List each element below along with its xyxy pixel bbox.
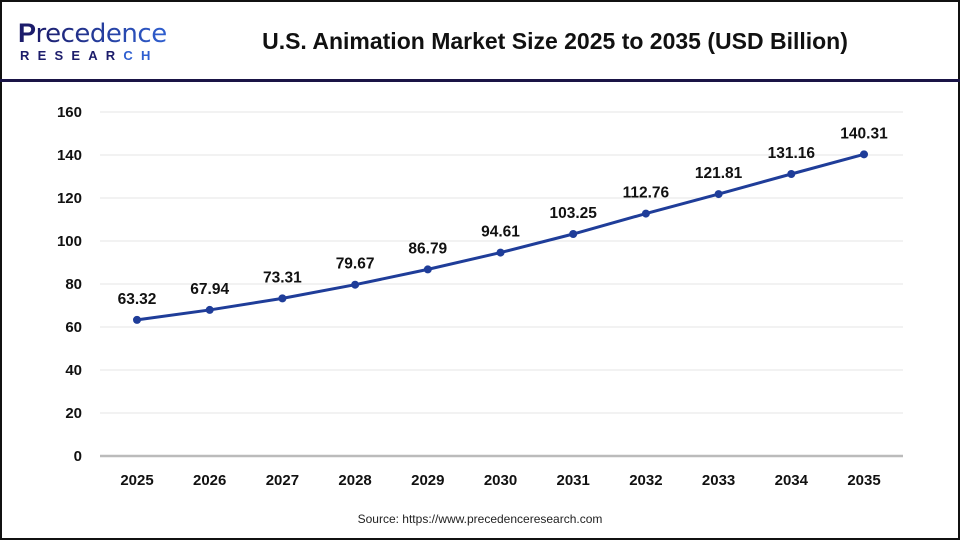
data-label: 103.25	[549, 205, 597, 222]
data-label: 140.31	[840, 125, 888, 142]
y-tick-label: 0	[74, 448, 82, 465]
data-label: 94.61	[481, 224, 520, 241]
x-tick-label: 2029	[411, 472, 444, 489]
data-point	[351, 280, 360, 289]
data-point	[569, 230, 578, 239]
data-label: 79.67	[336, 256, 375, 273]
logo-subtitle: RESEARCH	[20, 49, 159, 63]
x-tick-label: 2027	[266, 472, 299, 489]
logo-sub-a: RESEAR	[20, 48, 124, 63]
y-tick-label: 60	[65, 319, 82, 336]
y-tick-label: 120	[57, 190, 82, 207]
y-axis-ticks: 0 20 40 60 80 100 120 140 160	[57, 104, 82, 465]
data-point	[423, 265, 432, 274]
x-tick-label: 2030	[484, 472, 517, 489]
series-group	[133, 150, 868, 324]
logo-initial: P	[18, 18, 36, 48]
data-label: 67.94	[190, 281, 229, 298]
header-divider	[0, 79, 960, 82]
logo-rest: recedence	[35, 19, 168, 49]
data-point	[133, 315, 141, 324]
x-tick-label: 2035	[847, 472, 880, 489]
x-tick-label: 2031	[557, 472, 590, 489]
x-axis-ticks: 2025 2026 2027 2028 2029 2030 2031 2032 2033 2034…	[120, 472, 880, 489]
y-tick-label: 40	[65, 362, 82, 379]
y-tick-label: 100	[57, 233, 82, 250]
logo-wordmark: Precedence	[18, 18, 167, 49]
gridlines	[100, 111, 903, 458]
x-tick-label: 2026	[193, 472, 226, 489]
data-label: 63.32	[118, 291, 157, 308]
x-tick-label: 2025	[120, 472, 153, 489]
x-tick-label: 2033	[702, 472, 735, 489]
data-label: 112.76	[623, 185, 670, 202]
y-tick-label: 20	[65, 405, 82, 422]
precedence-research-logo: Precedence RESEARCH	[18, 18, 168, 66]
data-point	[714, 190, 723, 199]
source-note: Source: https://www.precedenceresearch.c…	[357, 512, 603, 526]
data-label: 86.79	[408, 240, 447, 257]
data-point	[278, 294, 287, 303]
logo-sub-b: CH	[123, 48, 159, 63]
data-point	[205, 305, 214, 314]
data-point	[496, 248, 505, 257]
x-tick-label: 2028	[338, 472, 371, 489]
y-tick-label: 160	[57, 104, 82, 121]
data-label: 131.16	[768, 145, 816, 162]
data-label: 121.81	[695, 165, 743, 182]
chart-title: U.S. Animation Market Size 2025 to 2035 …	[262, 28, 848, 54]
data-label: 73.31	[263, 269, 302, 286]
x-tick-label: 2034	[775, 472, 809, 489]
x-tick-label: 2032	[629, 472, 662, 489]
data-point	[787, 170, 796, 179]
data-point	[860, 150, 868, 159]
data-labels: 63.32 67.94 73.31 79.67 86.79 94.61 103.25 112.…	[118, 125, 888, 308]
y-tick-label: 140	[57, 147, 82, 164]
y-tick-label: 80	[65, 276, 82, 293]
data-point	[641, 209, 650, 218]
